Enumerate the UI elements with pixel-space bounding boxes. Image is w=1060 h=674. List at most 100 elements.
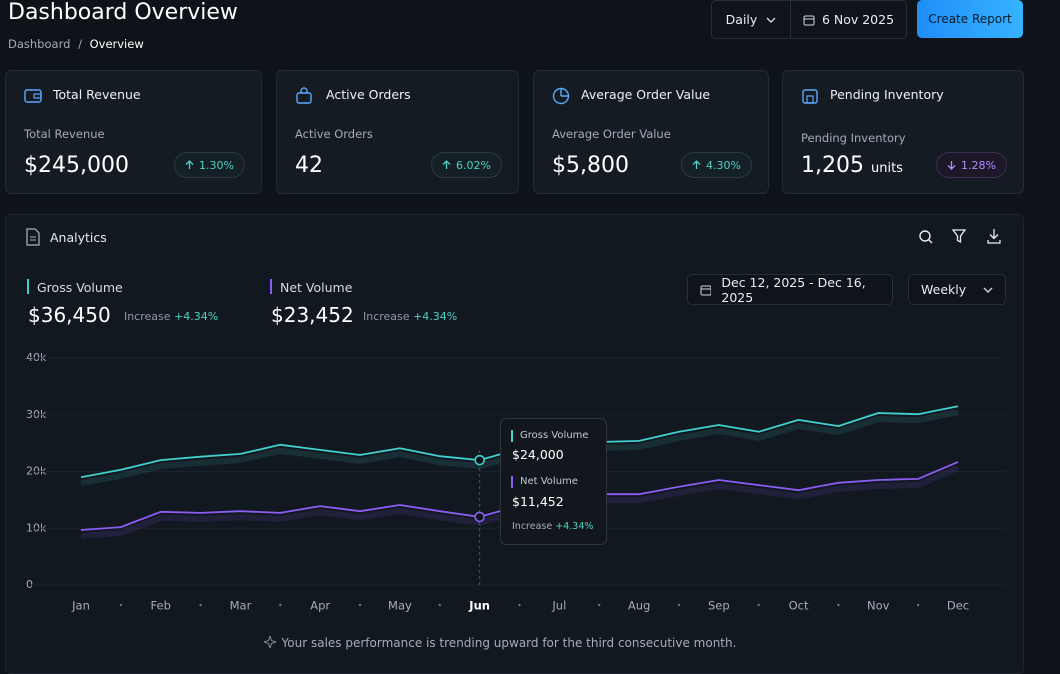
tooltip-note: Increase +4.34% (512, 521, 593, 532)
note-change: +4.34% (413, 310, 458, 323)
card-label: Pending Inventory (801, 131, 906, 145)
summary-value: $23,452 (271, 303, 354, 327)
hover-point (474, 454, 485, 466)
note-change: +4.34% (174, 310, 219, 323)
change-text: 4.30% (706, 158, 741, 172)
change-badge: 4.30% (681, 152, 752, 178)
card-title: Active Orders (326, 87, 411, 102)
x-tick-dot (358, 603, 362, 607)
bag-icon (296, 87, 312, 104)
page-title: Dashboard Overview (8, 0, 238, 25)
kpi-card: Active Orders Active Orders 42 6.02% (276, 70, 519, 194)
card-value: $5,800 (552, 153, 629, 178)
breadcrumb: Dashboard / Overview (8, 37, 144, 51)
x-tick-dot (199, 603, 202, 607)
change-text: 1.30% (199, 158, 234, 172)
x-tick-label: Jul (551, 599, 566, 613)
card-title: Total Revenue (53, 87, 141, 102)
x-tick-label: Oct (789, 599, 809, 613)
date-picker[interactable]: 6 Nov 2025 (791, 12, 906, 27)
create-report-button[interactable]: Create Report (917, 0, 1023, 38)
x-tick-label: Apr (310, 599, 330, 613)
interval-dropdown[interactable]: Weekly (908, 274, 1006, 305)
change-text: 1.28% (961, 158, 996, 172)
calendar-icon (803, 15, 815, 25)
y-tick-label: 0 (26, 578, 33, 591)
breadcrumb-item[interactable]: Dashboard (8, 37, 71, 51)
x-tick-label: Nov (867, 599, 890, 613)
card-label: Average Order Value (552, 127, 671, 141)
x-tick-label: Sep (708, 599, 730, 613)
date-text: 6 Nov 2025 (821, 12, 895, 27)
legend-swatch (270, 279, 272, 294)
chevron-icon (766, 17, 776, 23)
chart-tooltip: Gross Volume $24,000 Net Volume $11,452 … (500, 418, 607, 545)
search-button[interactable] (919, 230, 933, 244)
period-text: Daily (725, 12, 758, 27)
card-title: Pending Inventory (830, 87, 944, 102)
card-value: 42 (295, 153, 323, 178)
date-range-text: Dec 12, 2025 - Dec 16, 2025 (721, 274, 866, 305)
x-tick-dot (518, 603, 521, 607)
date-range-picker[interactable]: Dec 12, 2025 - Dec 16, 2025 (687, 274, 893, 305)
legend-swatch (27, 279, 29, 294)
x-tick-label: Mar (230, 599, 252, 613)
note-change: +4.34% (555, 521, 594, 532)
card-label: Total Revenue (24, 127, 105, 141)
note-text: Increase (363, 310, 410, 323)
card-value: $245,000 (24, 153, 129, 178)
kpi-card: Average Order Value Average Order Value … (533, 70, 769, 194)
summary-note: Increase +4.34% (363, 310, 457, 323)
download-button[interactable] (987, 229, 1001, 244)
summary-name: Gross Volume (37, 280, 123, 295)
x-tick-label: Feb (151, 599, 171, 613)
summary-value: $36,450 (28, 303, 111, 327)
tooltip-value: $24,000 (512, 447, 564, 462)
change-badge: 1.30% (174, 152, 245, 178)
period-control: Daily 6 Nov 2025 (711, 0, 907, 39)
x-tick-dot (757, 603, 760, 607)
x-tick-label: Jun (468, 599, 490, 613)
x-tick-label: May (388, 599, 412, 613)
x-tick-dot (119, 603, 123, 607)
note-text: Increase (124, 310, 171, 323)
chevron-icon (983, 287, 993, 293)
card-label: Active Orders (295, 127, 373, 141)
filter-button[interactable] (951, 229, 967, 244)
x-tick-dot (279, 603, 282, 607)
panel-actions (919, 229, 1001, 244)
tooltip-name: Net Volume (520, 476, 578, 487)
summary-note: Increase +4.34% (124, 310, 218, 323)
store-icon (802, 89, 818, 104)
x-tick-label: Dec (947, 599, 969, 613)
x-tick-dot (677, 603, 681, 607)
change-badge: 1.28% (936, 152, 1007, 178)
card-value: 1,205 units (801, 153, 903, 178)
wallet-icon (24, 89, 42, 103)
tooltip-name: Gross Volume (520, 430, 589, 441)
kpi-card: Pending Inventory Pending Inventory 1,20… (782, 70, 1024, 194)
document-icon (26, 228, 40, 246)
x-tick-dot (837, 603, 840, 607)
hover-point (474, 511, 485, 523)
x-tick-label: Jan (71, 599, 90, 613)
value-number: 1,205 (801, 153, 864, 178)
chart-footnote: Your sales performance is trending upwar… (0, 634, 1000, 650)
kpi-card: Total Revenue Total Revenue $245,000 1.3… (5, 70, 262, 194)
interval-text: Weekly (921, 282, 967, 297)
summary-name: Net Volume (280, 280, 353, 295)
panel-title: Analytics (50, 230, 107, 245)
footnote-text: Your sales performance is trending upwar… (281, 636, 737, 650)
card-title: Average Order Value (581, 87, 711, 102)
period-dropdown[interactable]: Daily (712, 1, 791, 38)
breadcrumb-current: Overview (89, 37, 144, 51)
x-tick-dot (598, 603, 601, 607)
tooltip-value: $11,452 (512, 494, 564, 509)
chart-icon (552, 87, 570, 105)
change-text: 6.02% (456, 158, 491, 172)
note-text: Increase (512, 521, 553, 532)
x-tick-dot (438, 603, 441, 607)
x-tick-dot (916, 603, 920, 607)
change-badge: 6.02% (431, 152, 502, 178)
